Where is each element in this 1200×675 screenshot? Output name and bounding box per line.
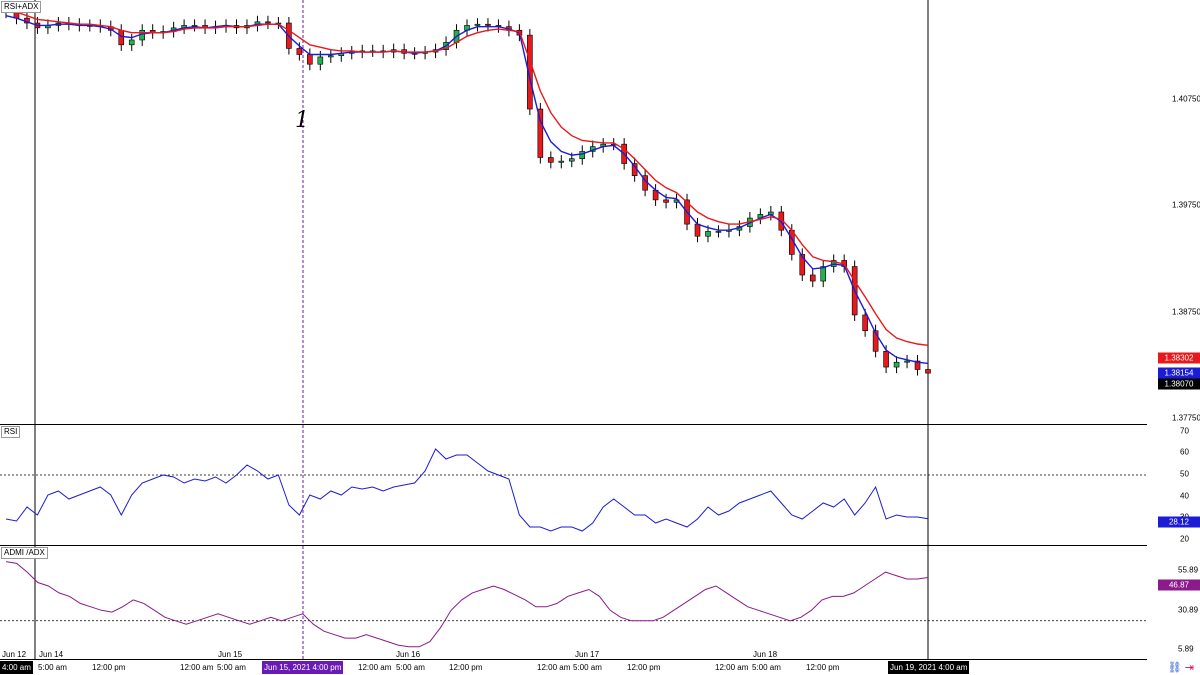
adx-pane[interactable]: ADMI /ADX [0,546,1147,660]
candle-body [914,360,921,370]
adx-tick: 5.89 [1178,644,1194,654]
time-label: 12:00 am [358,663,392,672]
end-time-badge: Jun 19, 2021 4:00 am [888,661,970,674]
candle-body [809,274,816,282]
candle-body [485,23,491,26]
rsi-line [5,448,929,532]
time-label: 5:00 am [38,663,67,672]
candle-body [862,314,868,332]
rsi-chart[interactable] [0,425,1147,545]
candle-body [474,23,481,26]
link-icon[interactable]: ⛓ [1167,662,1182,674]
candle-body [568,158,575,162]
time-label: 12:00 am [715,663,749,672]
day-label: Jun 18 [753,650,778,659]
scroll-right-icon[interactable]: ⇥ [1184,662,1194,674]
candle-body [705,231,711,237]
adx-pane-label: ADMI /ADX [1,547,48,559]
day-label: Jun 16 [396,650,421,659]
time-label: 12:00 pm [92,663,126,672]
candle-body [327,55,334,58]
rsi-tick: 70 [1180,426,1189,436]
adx-chart[interactable] [0,546,1147,659]
candle-body [694,223,701,237]
rsi-tick: 20 [1180,534,1189,544]
price-pane-label: RSI+ADX [1,1,42,13]
price-axis: 1.40750 1.39750 1.38750 1.37750 [1148,0,1200,424]
toolbar-icons: ⛓ ⇥ [1168,661,1194,674]
candle-body [265,21,271,24]
adx-value-badge: 46.87 [1158,579,1200,591]
day-label: Jun 12 [2,650,27,659]
candle-body [904,360,910,363]
time-label: 12:00 am [537,663,571,672]
adx-axis: 55.89 30.89 5.89 [1148,546,1200,659]
candle-body [128,39,135,46]
time-label: 12:00 pm [449,663,483,672]
candle-body [558,160,565,163]
candle-body [296,48,303,55]
time-label: 12:00 am [180,663,214,672]
price-tick: 1.37750 [1172,413,1200,423]
candle-body [799,254,806,276]
price-tick: 1.40750 [1172,94,1200,104]
rsi-value-badge: 28.12 [1158,516,1200,528]
candle-body [925,369,931,374]
ma-slow-price-badge: 1.38302 [1158,352,1200,364]
candle-body [307,54,313,65]
rsi-pane-label: RSI [1,426,21,438]
day-label: Jun 14 [39,650,64,659]
candle-body [872,330,879,352]
rsi-tick: 50 [1180,469,1189,479]
price-tick: 1.38750 [1172,307,1200,317]
start-time-badge: 4:00 am [0,661,33,674]
candle-body [893,361,900,368]
rsi-pane[interactable]: RSI [0,425,1147,546]
ma-fast-price-badge: 1.38154 [1158,367,1200,379]
day-label: Jun 15 [218,650,243,659]
price-pane[interactable]: RSI+ADX 1 [0,0,1147,425]
ma_fast-line [5,15,929,365]
annotation-1: 1 [295,108,309,133]
candle-body [663,199,669,203]
price-chart[interactable] [0,0,1147,424]
candle-body [527,34,533,110]
adx-tick: 55.89 [1178,565,1199,575]
candle-body [317,56,324,65]
time-label: 5:00 am [573,663,602,672]
candle-body [883,351,889,368]
candle-body [118,29,125,46]
candle-body [537,108,544,158]
adx-tick: 30.89 [1178,605,1199,615]
time-label: 12:00 pm [806,663,840,672]
crosshair-time-badge: Jun 15, 2021 4:00 pm [262,661,344,674]
rsi-tick: 40 [1180,491,1189,501]
candle-body [548,157,554,163]
time-label: 5:00 am [752,663,781,672]
last-price-badge: 1.38070 [1158,378,1200,390]
candle-body [820,266,827,282]
price-tick: 1.39750 [1172,200,1200,210]
candle-body [715,231,722,233]
time-axis: Jun 12 Jun 14 Jun 15 Jun 16 Jun 17 Jun 1… [0,650,1147,675]
time-label: 5:00 am [217,663,246,672]
time-label: 12:00 pm [627,663,661,672]
time-label: 5:00 am [396,663,425,672]
day-label: Jun 17 [575,650,600,659]
rsi-tick: 60 [1180,447,1189,457]
adx-line [5,561,929,648]
candle-body [579,151,586,159]
ma_slow-line [5,7,929,346]
